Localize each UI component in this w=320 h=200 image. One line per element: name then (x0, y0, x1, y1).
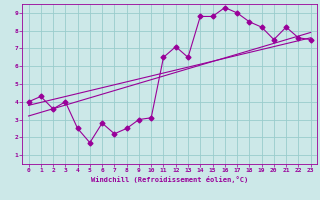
X-axis label: Windchill (Refroidissement éolien,°C): Windchill (Refroidissement éolien,°C) (91, 176, 248, 183)
